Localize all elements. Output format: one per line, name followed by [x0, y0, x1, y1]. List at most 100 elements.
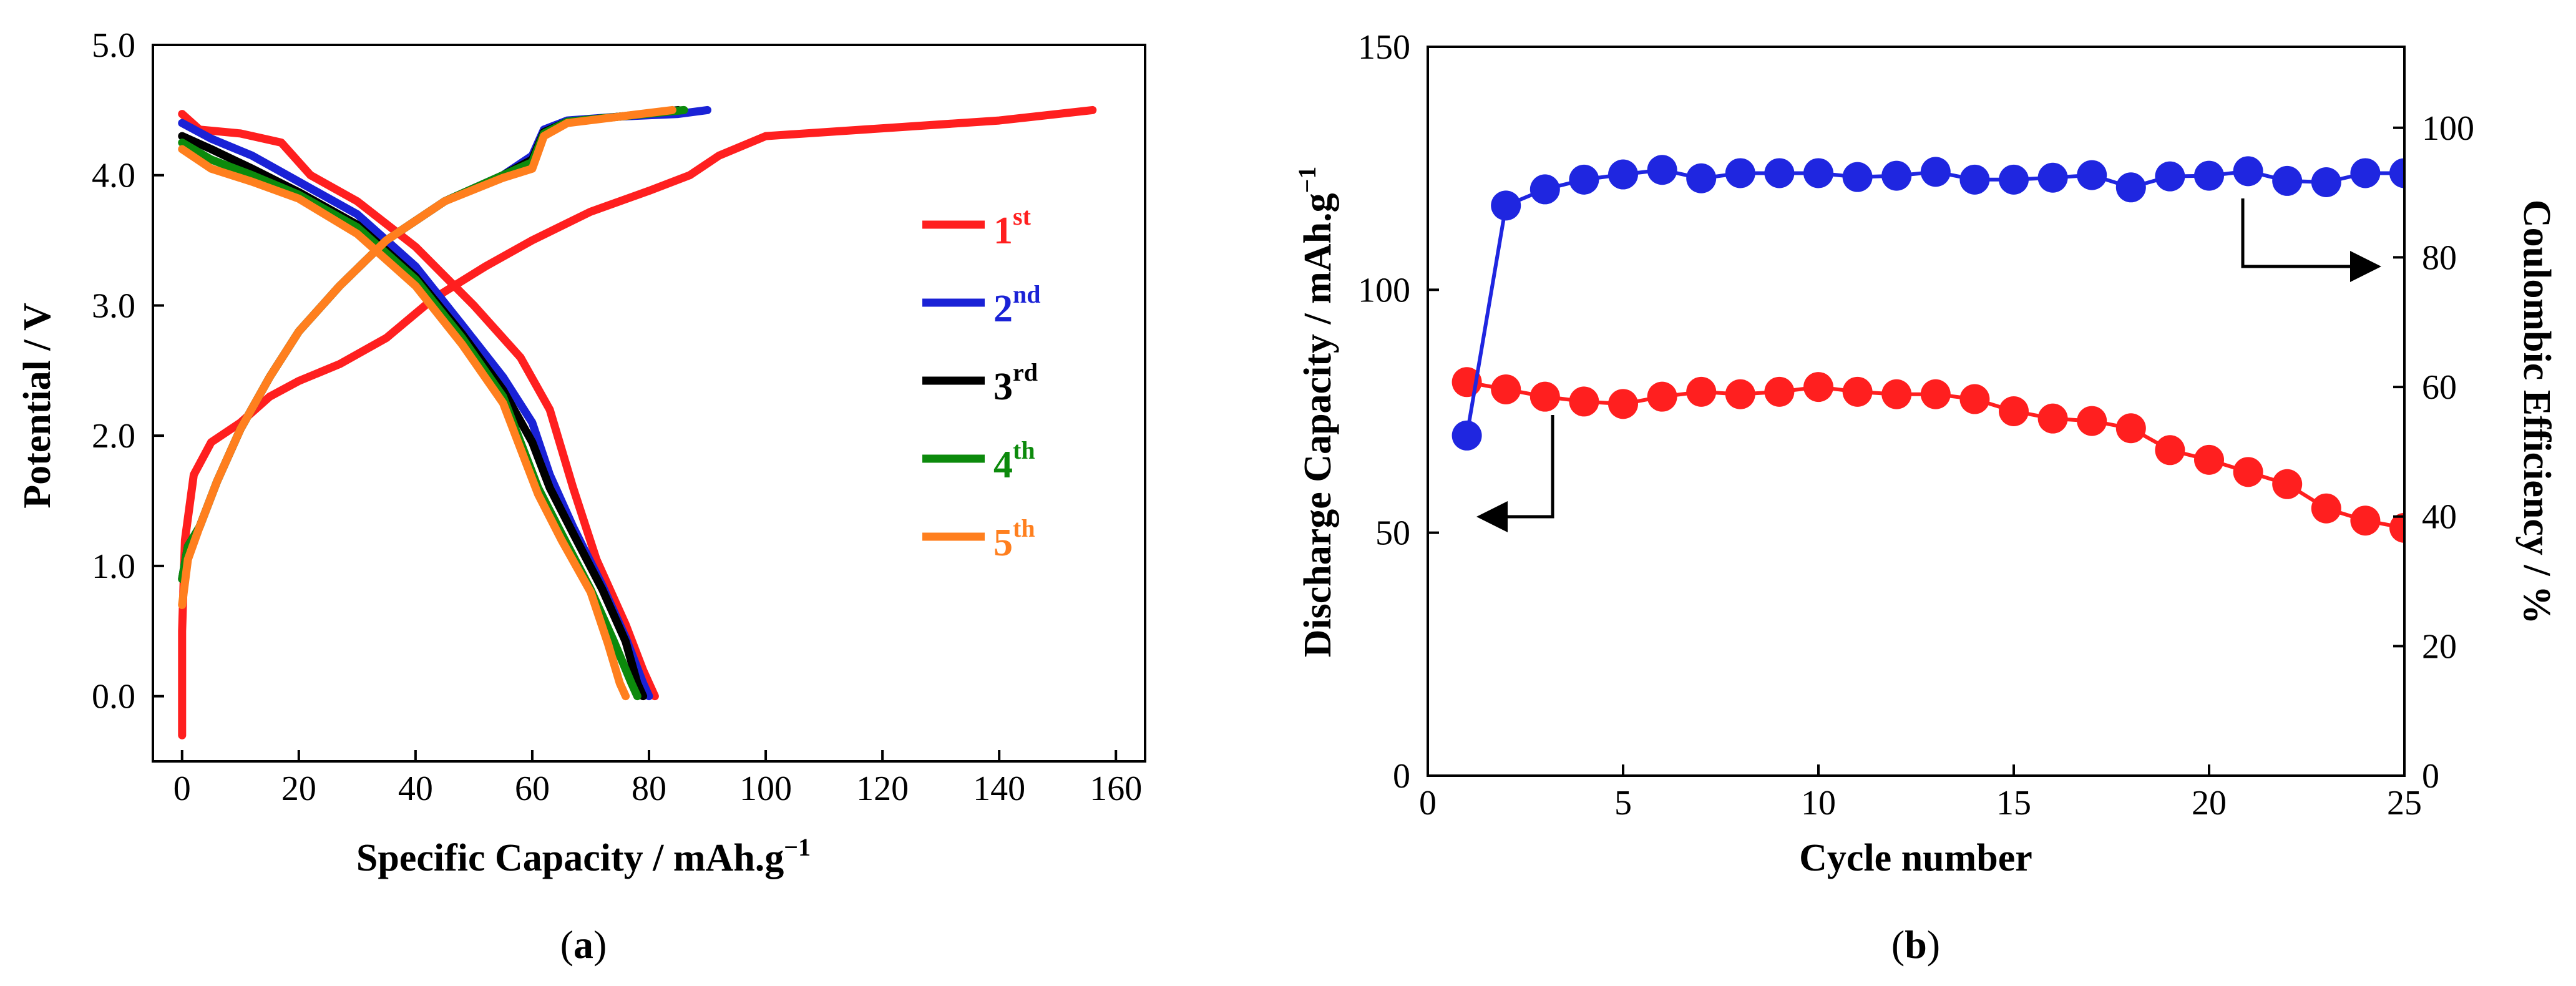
panel-a-caption: (a)	[560, 922, 607, 967]
capacity-point-cycle-20	[2194, 444, 2224, 475]
capacity-point-cycle-12	[1881, 379, 1912, 409]
efficiency-point-cycle-22	[2272, 165, 2303, 196]
panel-a-ticks: 0 20 40 60 80 100 120 140 160 0.0 1.0 2.0 3.0 4.0 5.0	[92, 26, 1142, 808]
panel-a-x-tick-label: 140	[973, 769, 1025, 808]
efficiency-point-cycle-18	[2115, 172, 2146, 203]
efficiency-point-cycle-2	[1491, 190, 1521, 221]
panel-b-x-tick-label: 25	[2387, 784, 2422, 822]
efficiency-point-cycle-8	[1725, 158, 1755, 188]
panel-a-y-tick-label: 0.0	[92, 678, 135, 716]
capacity-point-cycle-23	[2311, 493, 2341, 524]
panel-a-x-tick-label: 0	[173, 769, 191, 808]
panel-a-x-tick-label: 40	[398, 769, 433, 808]
efficiency-point-cycle-13	[1920, 157, 1951, 187]
capacity-point-cycle-9	[1764, 376, 1795, 407]
panel-a-series	[178, 105, 1097, 740]
efficiency-point-cycle-19	[2155, 161, 2185, 192]
panel-b-caption-letter: b	[1905, 922, 1927, 967]
panel-a-x-tick-label: 80	[632, 769, 666, 808]
efficiency-point-cycle-17	[2077, 160, 2107, 190]
capacity-point-cycle-11	[1842, 376, 1873, 407]
panel-b-right-tick-label: 20	[2422, 627, 2457, 666]
efficiency-point-cycle-20	[2194, 160, 2224, 191]
capacity-point-cycle-14	[1959, 384, 1990, 414]
panel-a-y-tick-label: 3.0	[92, 286, 135, 325]
panel-a-caption-letter: a	[573, 922, 593, 967]
panel-b-right-tick-label: 80	[2422, 238, 2457, 277]
capacity-point-cycle-16	[2037, 403, 2068, 434]
panel-a-x-tick-label: 60	[515, 769, 550, 808]
efficiency-point-cycle-11	[1842, 162, 1873, 192]
panel-b-x-tick-label: 20	[2192, 784, 2227, 822]
panel-a-x-tick-label: 120	[856, 769, 909, 808]
cycle-1-discharge-curve	[178, 110, 659, 701]
capacity-point-cycle-18	[2115, 413, 2146, 444]
capacity-point-cycle-19	[2155, 435, 2185, 466]
capacity-point-cycle-25	[2389, 512, 2404, 543]
efficiency-point-cycle-21	[2233, 156, 2263, 187]
legend-label-cycle-3: 3rd	[993, 358, 1038, 408]
capacity-point-cycle-6	[1647, 381, 1677, 412]
panel-a-caption-close: )	[593, 922, 607, 967]
panel-a-x-tick-label: 20	[281, 769, 316, 808]
panel-a-legend: 1st 2nd 3rd 4th 5th	[922, 202, 1041, 564]
efficiency-point-cycle-16	[2037, 162, 2068, 193]
panel-a-y-tick-label: 5.0	[92, 26, 135, 65]
legend-label-cycle-2: 2nd	[993, 280, 1041, 330]
capacity-point-cycle-17	[2077, 406, 2107, 436]
arrow-to-right-axis	[2241, 198, 2381, 282]
panel-b-right-tick-label: 100	[2422, 109, 2474, 148]
panel-b-caption-close: )	[1927, 922, 1940, 967]
panel-a-y-tick-label: 1.0	[92, 547, 135, 586]
panel-b-x-tick-label: 15	[1996, 784, 2031, 822]
cycle-5-charge-curve	[178, 105, 676, 609]
efficiency-point-cycle-25	[2389, 158, 2404, 188]
capacity-point-cycle-22	[2272, 469, 2303, 499]
panel-a-x-axis-label: Specific Capacity / mAh.g−1	[356, 833, 811, 879]
panel-a: 0 20 40 60 80 100 120 140 1600.01.02.03.04.05.0 …	[16, 26, 1146, 967]
panel-b-caption: (b)	[1891, 922, 1940, 967]
panel-b-right-axis-label: Coulombic Efficiency / %	[2515, 200, 2558, 624]
efficiency-point-cycle-3	[1530, 174, 1560, 205]
panel-b-right-tick-label: 0	[2422, 757, 2439, 796]
panel-b-x-tick-label: 10	[1801, 784, 1836, 822]
panel-b-x-tick-label: 0	[1419, 784, 1437, 822]
efficiency-point-cycle-24	[2350, 158, 2381, 188]
panel-a-x-axis-label-sup: −1	[784, 833, 811, 861]
efficiency-point-cycle-12	[1881, 160, 1912, 191]
capacity-point-cycle-15	[1999, 396, 2029, 426]
capacity-point-cycle-3	[1530, 381, 1560, 412]
panel-b-left-axis-label: Discharge Capacity / mAh.g−1	[1293, 167, 1339, 658]
legend-label-cycle-4: 4th	[993, 436, 1035, 486]
efficiency-point-cycle-23	[2311, 167, 2341, 197]
capacity-point-cycle-7	[1686, 376, 1717, 407]
panel-b-left-tick-label: 50	[1375, 514, 1410, 553]
efficiency-point-cycle-5	[1608, 159, 1638, 190]
panel-b-caption-open: (	[1891, 922, 1905, 967]
panel-b-left-axis-label-main: Discharge Capacity / mAh.g	[1297, 193, 1339, 657]
capacity-point-cycle-21	[2233, 457, 2263, 487]
panel-b-right-tick-label: 40	[2422, 498, 2457, 537]
capacity-point-cycle-13	[1920, 379, 1951, 409]
efficiency-point-cycle-6	[1647, 155, 1677, 185]
panel-b-left-tick-label: 0	[1393, 757, 1410, 796]
arrow-to-left-axis	[1476, 415, 1554, 532]
panel-b-frame	[1427, 46, 2406, 777]
capacity-point-cycle-5	[1608, 389, 1638, 419]
efficiency-point-cycle-1	[1451, 420, 1482, 451]
panel-a-caption-open: (	[560, 922, 573, 967]
efficiency-point-cycle-15	[1999, 164, 2029, 195]
panel-a-x-tick-label: 160	[1090, 769, 1142, 808]
panel-b-x-axis-label: Cycle number	[1799, 837, 2032, 879]
capacity-point-cycle-4	[1569, 386, 1599, 417]
capacity-point-cycle-2	[1491, 374, 1521, 404]
efficiency-point-cycle-7	[1686, 163, 1717, 193]
panel-b-left-axis-label-sup: −1	[1293, 167, 1321, 193]
panel-b-series	[1451, 155, 2404, 543]
panel-b-left-tick-label: 100	[1358, 271, 1410, 310]
panel-a-x-tick-label: 100	[739, 769, 792, 808]
panel-a-y-tick-label: 4.0	[92, 157, 135, 195]
